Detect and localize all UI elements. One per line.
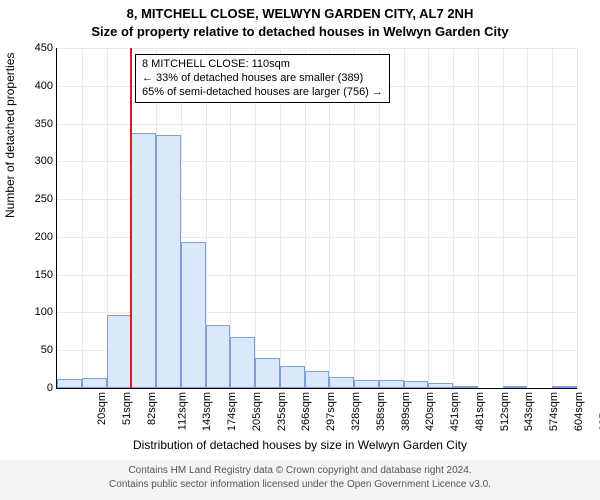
histogram-bar bbox=[305, 371, 330, 388]
y-tick-label: 400 bbox=[35, 80, 57, 92]
chart-title-line2: Size of property relative to detached ho… bbox=[0, 24, 600, 39]
histogram-bar bbox=[255, 358, 280, 388]
y-tick-label: 300 bbox=[35, 155, 57, 167]
annotation-box: 8 MITCHELL CLOSE: 110sqm← 33% of detache… bbox=[135, 54, 390, 103]
x-tick-label: 235sqm bbox=[276, 392, 288, 431]
x-tick-label: 143sqm bbox=[202, 392, 214, 431]
x-tick-label: 481sqm bbox=[474, 392, 486, 431]
x-tick-label: 574sqm bbox=[548, 392, 560, 431]
x-tick-label: 82sqm bbox=[146, 392, 158, 425]
y-tick-label: 250 bbox=[35, 193, 57, 205]
x-tick-label: 112sqm bbox=[176, 392, 188, 430]
x-tick-label: 389sqm bbox=[400, 392, 412, 431]
histogram-bar bbox=[503, 386, 528, 388]
gridline-v bbox=[428, 48, 429, 388]
histogram-bar bbox=[181, 242, 206, 388]
gridline-v bbox=[478, 48, 479, 388]
gridline-v bbox=[82, 48, 83, 388]
x-axis-label: Distribution of detached houses by size … bbox=[0, 438, 600, 452]
gridline-v bbox=[577, 48, 578, 388]
y-tick-label: 50 bbox=[41, 344, 57, 356]
histogram-bar bbox=[131, 133, 156, 388]
x-tick-label: 358sqm bbox=[375, 392, 387, 431]
annotation-line: ← 33% of detached houses are smaller (38… bbox=[142, 72, 383, 86]
x-tick-label: 20sqm bbox=[96, 392, 108, 425]
annotation-line: 65% of semi-detached houses are larger (… bbox=[142, 86, 383, 100]
histogram-bar bbox=[156, 135, 181, 388]
y-tick-label: 200 bbox=[35, 231, 57, 243]
y-tick-label: 100 bbox=[35, 306, 57, 318]
histogram-bar bbox=[552, 386, 577, 388]
chart-container: { "chart": { "type": "histogram", "title… bbox=[0, 0, 600, 500]
histogram-bar bbox=[404, 381, 429, 388]
histogram-bar bbox=[428, 383, 453, 388]
histogram-bar bbox=[329, 377, 354, 388]
histogram-bar bbox=[107, 315, 132, 388]
x-tick-label: 205sqm bbox=[251, 392, 263, 431]
x-tick-label: 297sqm bbox=[325, 392, 337, 431]
chart-title-line1: 8, MITCHELL CLOSE, WELWYN GARDEN CITY, A… bbox=[0, 6, 600, 21]
annotation-line: 8 MITCHELL CLOSE: 110sqm bbox=[142, 58, 383, 72]
y-tick-label: 0 bbox=[47, 382, 57, 394]
x-tick-label: 51sqm bbox=[121, 392, 133, 425]
gridline-v bbox=[527, 48, 528, 388]
histogram-bar bbox=[280, 366, 305, 388]
y-axis-label: Number of detached properties bbox=[3, 53, 17, 218]
y-tick-label: 150 bbox=[35, 269, 57, 281]
x-tick-label: 174sqm bbox=[226, 392, 238, 431]
y-tick-label: 450 bbox=[35, 42, 57, 54]
histogram-bar bbox=[453, 386, 478, 388]
histogram-bar bbox=[230, 337, 255, 388]
histogram-bar bbox=[206, 325, 231, 388]
x-tick-label: 266sqm bbox=[301, 392, 313, 431]
gridline-v bbox=[404, 48, 405, 388]
histogram-bar bbox=[82, 378, 107, 388]
y-tick-label: 350 bbox=[35, 118, 57, 130]
gridline-v bbox=[552, 48, 553, 388]
footer-line2: Contains public sector information licen… bbox=[0, 478, 600, 492]
x-tick-label: 543sqm bbox=[523, 392, 535, 431]
plot-area: 05010015020025030035040045020sqm51sqm82s… bbox=[56, 48, 577, 389]
histogram-bar bbox=[354, 380, 379, 388]
x-tick-label: 604sqm bbox=[573, 392, 585, 431]
footer-line1: Contains HM Land Registry data © Crown c… bbox=[0, 464, 600, 478]
reference-line bbox=[130, 48, 132, 388]
gridline-h bbox=[57, 48, 577, 49]
histogram-bar bbox=[379, 380, 404, 388]
gridline-v bbox=[503, 48, 504, 388]
footer-credits: Contains HM Land Registry data © Crown c… bbox=[0, 460, 600, 500]
gridline-h bbox=[57, 124, 577, 125]
x-tick-label: 420sqm bbox=[424, 392, 436, 431]
x-tick-label: 451sqm bbox=[449, 392, 461, 431]
gridline-v bbox=[453, 48, 454, 388]
histogram-bar bbox=[57, 379, 82, 388]
x-tick-label: 512sqm bbox=[499, 392, 511, 431]
x-tick-label: 328sqm bbox=[350, 392, 362, 431]
